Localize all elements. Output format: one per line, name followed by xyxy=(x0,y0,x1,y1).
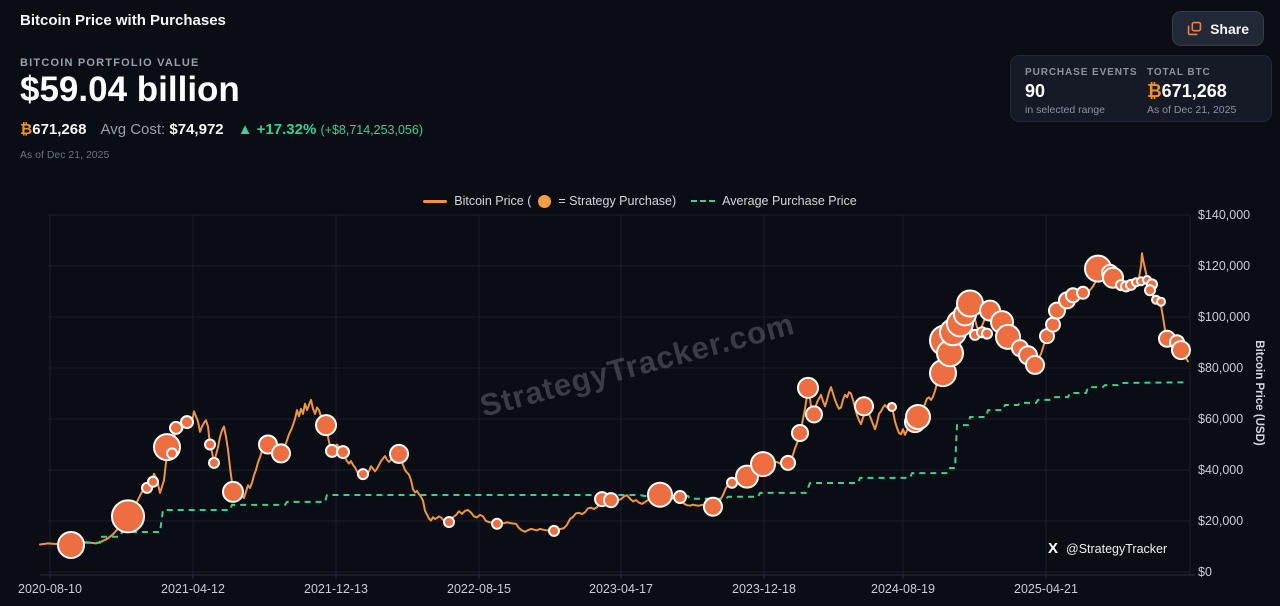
purchase-bubble xyxy=(166,447,178,460)
purchase-bubble xyxy=(673,490,687,504)
purchase-bubble xyxy=(887,402,897,412)
total-btc-stat: TOTAL BTC ₿671,268 As of Dec 21, 2025 xyxy=(1147,67,1237,116)
legend-avg-label: Average Purchase Price xyxy=(722,194,857,208)
average-purchase-price-line xyxy=(85,381,1189,544)
purchase-bubble xyxy=(1045,316,1061,333)
purchase-bubble xyxy=(443,516,455,528)
legend-price-label-pre: Bitcoin Price ( xyxy=(454,194,532,208)
x-tick-label: 2021-04-12 xyxy=(161,582,225,596)
x-logo-icon: X xyxy=(1048,540,1059,557)
purchase-bubble xyxy=(981,327,993,340)
x-tick-label: 2021-12-13 xyxy=(304,582,368,596)
as-of-date: As of Dec 21, 2025 xyxy=(20,149,110,161)
x-tick-label: 2022-08-15 xyxy=(447,582,511,596)
purchase-bubble xyxy=(57,531,85,559)
purchase-bubble xyxy=(956,289,984,318)
purchase-bubble xyxy=(1156,296,1166,307)
purchase-bubble xyxy=(389,443,409,464)
purchase-stats-card: PURCHASE EVENTS 90 in selected range TOT… xyxy=(1010,55,1272,122)
x-tick-label: 2025-04-21 xyxy=(1014,582,1078,596)
purchase-bubble xyxy=(647,481,673,508)
purchase-bubble xyxy=(603,492,619,509)
purchase-bubble xyxy=(1025,354,1045,375)
btc-holdings: ₿671,268 xyxy=(20,121,87,138)
x-tick-label: 2023-12-18 xyxy=(732,582,796,596)
share-label: Share xyxy=(1210,20,1249,37)
purchase-bubble xyxy=(791,424,809,442)
btc-symbol-icon: ₿ xyxy=(20,121,33,138)
legend-price-label-post: = Strategy Purchase) xyxy=(558,194,677,208)
portfolio-value-label: BITCOIN PORTFOLIO VALUE xyxy=(20,57,200,69)
y-tick-label: $140,000 xyxy=(1198,208,1250,222)
y-tick-label: $80,000 xyxy=(1198,361,1243,375)
y-tick-label: $40,000 xyxy=(1198,463,1243,477)
purchase-bubble xyxy=(854,396,874,417)
price-line-swatch xyxy=(423,199,448,203)
purchase-bubble xyxy=(111,499,145,534)
purchase-bubble xyxy=(780,454,796,471)
purchase-bubble xyxy=(548,524,560,537)
y-tick-label: $120,000 xyxy=(1198,259,1250,273)
purchase-bubble xyxy=(208,456,220,469)
purchase-bubble xyxy=(797,376,819,399)
purchase-bubble xyxy=(204,438,216,451)
y-tick-label: $60,000 xyxy=(1198,412,1243,426)
avg-cost: Avg Cost: $74,972 xyxy=(100,121,224,138)
copy-share-icon xyxy=(1187,21,1202,36)
purchase-bubble xyxy=(315,414,337,437)
up-triangle-icon: ▲ xyxy=(237,121,253,138)
purchase-bubble xyxy=(169,420,183,435)
purchase-bubble xyxy=(750,451,776,478)
purchase-bubble xyxy=(1171,340,1191,361)
purchase-bubble xyxy=(147,475,159,488)
purchase-bubble xyxy=(336,445,350,460)
purchase-bubble xyxy=(805,405,823,424)
purchase-bubble xyxy=(271,443,291,464)
attribution-handle: @StrategyTracker xyxy=(1066,541,1168,556)
page-title: Bitcoin Price with Purchases xyxy=(20,12,226,29)
chart-legend: Bitcoin Price ( = Strategy Purchase) Ave… xyxy=(0,194,1280,208)
y-axis-title: Bitcoin Price (USD) xyxy=(1253,340,1265,446)
btc-symbol-icon: ₿ xyxy=(1147,81,1162,101)
x-tick-label: 2024-08-19 xyxy=(871,582,935,596)
watermark: StrategyTracker.com xyxy=(476,306,798,424)
purchase-dot-icon xyxy=(538,194,552,208)
purchase-bubble xyxy=(222,480,244,503)
portfolio-value: $59.04 billion xyxy=(20,70,240,109)
purchase-bubble xyxy=(905,404,931,430)
x-tick-label: 2023-04-17 xyxy=(589,582,653,596)
x-tick-label: 2020-08-10 xyxy=(18,582,82,596)
purchase-bubble xyxy=(1076,285,1090,300)
purchase-events-stat: PURCHASE EVENTS 90 in selected range xyxy=(1025,67,1138,116)
avg-line-swatch xyxy=(691,200,716,202)
purchase-bubble xyxy=(491,517,503,530)
y-tick-label: $100,000 xyxy=(1198,310,1250,324)
purchase-bubble xyxy=(703,496,723,517)
purchase-bubble xyxy=(180,415,194,430)
purchase-bubble xyxy=(1144,284,1156,297)
purchase-bubble xyxy=(357,468,369,481)
y-tick-label: $0 xyxy=(1198,565,1212,579)
y-tick-label: $20,000 xyxy=(1198,514,1243,528)
portfolio-stats-row: ₿671,268 Avg Cost: $74,972 ▲ +17.32% (+$… xyxy=(20,121,423,138)
change: ▲ +17.32% (+$8,714,253,056) xyxy=(237,121,423,138)
x-attribution: X @StrategyTracker xyxy=(1048,540,1167,557)
share-button[interactable]: Share xyxy=(1172,11,1264,46)
